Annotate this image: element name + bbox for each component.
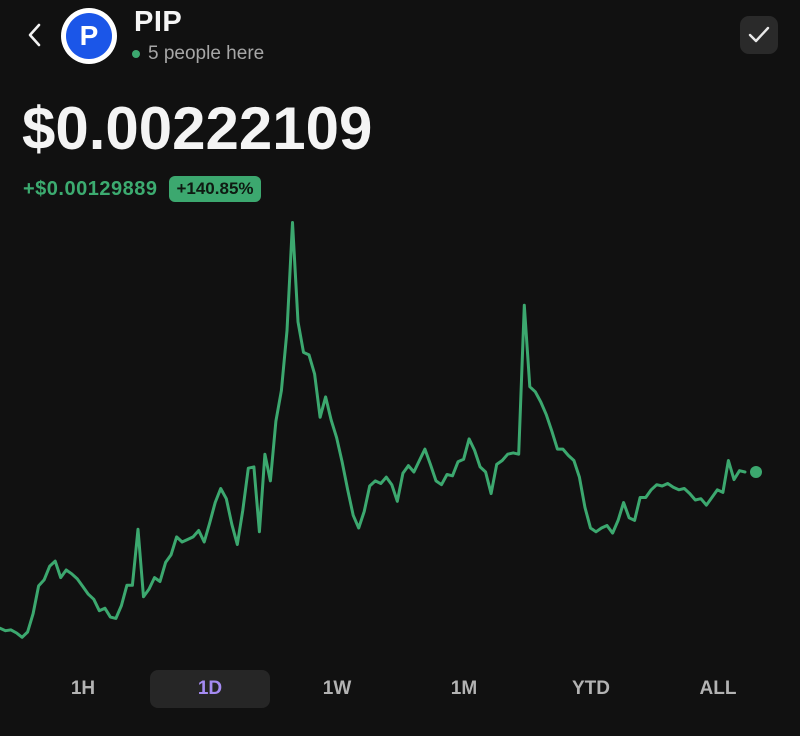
back-button[interactable]: [18, 18, 50, 52]
range-tab-all[interactable]: ALL: [699, 678, 737, 699]
price-change-percent-badge: +140.85%: [169, 176, 261, 202]
token-logo-icon: P: [66, 13, 112, 59]
price-line: [0, 221, 747, 639]
svg-text:P: P: [80, 21, 99, 51]
range-tab-1m[interactable]: 1M: [450, 678, 478, 699]
token-name: PIP: [134, 6, 183, 38]
range-tab-1d[interactable]: 1D: [150, 670, 270, 708]
presence-indicator: 5 people here: [132, 43, 264, 65]
price-change: +$0.00129889 +140.85%: [23, 176, 261, 202]
range-tab-ytd[interactable]: YTD: [572, 678, 610, 699]
online-dot-icon: [132, 50, 140, 58]
price-change-absolute: +$0.00129889: [23, 177, 158, 200]
range-tab-1w[interactable]: 1W: [322, 678, 352, 699]
checkmark-icon: [748, 26, 770, 43]
confirm-button[interactable]: [740, 16, 778, 54]
range-tab-1h[interactable]: 1H: [70, 678, 96, 699]
token-avatar: P: [61, 8, 117, 64]
presence-text: 5 people here: [148, 43, 265, 64]
time-range-selector: 1H 1D 1W 1M YTD ALL: [0, 670, 800, 710]
chevron-left-icon: [28, 23, 41, 47]
price-chart[interactable]: [0, 220, 800, 640]
header: P PIP 5 people here: [0, 0, 800, 80]
current-price-dot: [750, 466, 762, 478]
current-price: $0.00222109: [22, 95, 373, 162]
